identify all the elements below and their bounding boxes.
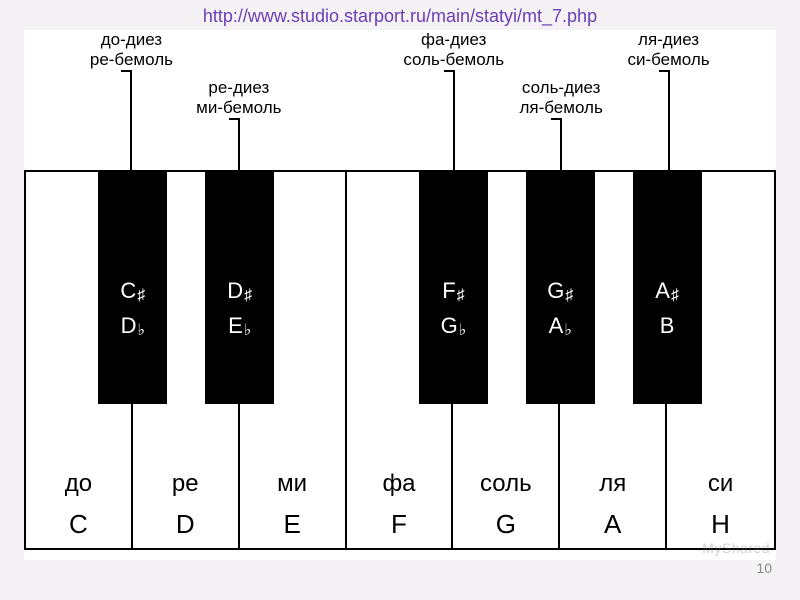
- black-key-annotation: ля-диезси-бемоль: [627, 30, 709, 69]
- black-key: A♯ B: [633, 172, 702, 404]
- white-key-label-en: G: [453, 509, 558, 540]
- sharp-icon: ♯: [565, 285, 573, 307]
- black-key-labels: A♯ B: [633, 272, 702, 346]
- annotation-stem: [560, 118, 562, 170]
- annotation-stem: [453, 70, 455, 170]
- black-key: G♯ A♭: [526, 172, 595, 404]
- black-key-flat-label: D♭: [98, 311, 167, 342]
- sharp-icon: ♯: [671, 285, 679, 307]
- black-key: C♯ D♭: [98, 172, 167, 404]
- annotation-line: ля-диез: [627, 30, 709, 50]
- page-number: 10: [756, 560, 772, 576]
- white-key-label-en: E: [240, 509, 345, 540]
- source-url: http://www.studio.starport.ru/main/staty…: [0, 6, 800, 27]
- annotation-tick: [551, 118, 561, 120]
- annotation-tick: [121, 70, 131, 72]
- black-key-flat-label: B: [633, 311, 702, 342]
- annotation-tick: [229, 118, 239, 120]
- annotation-line: соль-диез: [519, 78, 602, 98]
- flat-icon: ♭: [244, 320, 252, 342]
- black-key-labels: D♯ E♭: [205, 272, 274, 347]
- black-key-sharp-label: F♯: [419, 276, 488, 307]
- white-key-label-ru: си: [667, 470, 774, 498]
- white-key-label-en: C: [26, 509, 131, 540]
- annotation-line: ми-бемоль: [196, 98, 281, 118]
- flat-icon: ♭: [564, 320, 572, 342]
- sharp-icon: ♯: [457, 285, 465, 307]
- annotation-stem: [238, 118, 240, 170]
- page: http://www.studio.starport.ru/main/staty…: [0, 0, 800, 600]
- white-key-label-ru: ля: [560, 470, 665, 498]
- black-key-annotation: ре-диезми-бемоль: [196, 78, 281, 117]
- annotation-line: соль-бемоль: [403, 50, 504, 70]
- annotation-line: ре-диез: [196, 78, 281, 98]
- black-key-annotation: до-диезре-бемоль: [90, 30, 173, 69]
- annotation-line: си-бемоль: [627, 50, 709, 70]
- white-key-label-ru: ми: [240, 470, 345, 498]
- annotation-line: ре-бемоль: [90, 50, 173, 70]
- white-key-label-en: D: [133, 509, 238, 540]
- annotation-line: до-диез: [90, 30, 173, 50]
- white-key-label-ru: соль: [453, 470, 558, 498]
- black-key-sharp-label: D♯: [205, 276, 274, 307]
- annotation-tick: [444, 70, 454, 72]
- sharp-icon: ♯: [137, 285, 145, 307]
- watermark: MyShared: [702, 540, 770, 556]
- black-key-labels: G♯ A♭: [526, 272, 595, 347]
- white-key-label-en: A: [560, 509, 665, 540]
- piano-diagram: до Cре Dми Eфа Fсоль Gля Aси H C♯ D♭ D♯ E♭ F♯ G♭ G♯ A♭ A…: [24, 30, 776, 560]
- black-key-annotation: соль-диезля-бемоль: [519, 78, 602, 117]
- black-key-sharp-label: G♯: [526, 276, 595, 307]
- white-key-label-en: F: [347, 509, 452, 540]
- flat-icon: ♭: [138, 320, 146, 342]
- black-key-annotation: фа-диезсоль-бемоль: [403, 30, 504, 69]
- black-key-flat-label: A♭: [526, 311, 595, 342]
- black-key: D♯ E♭: [205, 172, 274, 404]
- annotation-stem: [668, 70, 670, 170]
- white-key-label-ru: до: [26, 470, 131, 498]
- black-key-labels: F♯ G♭: [419, 272, 488, 347]
- black-key-sharp-label: C♯: [98, 276, 167, 307]
- annotation-stem: [130, 70, 132, 170]
- black-key: F♯ G♭: [419, 172, 488, 404]
- keyboard: до Cре Dми Eфа Fсоль Gля Aси H C♯ D♭ D♯ E♭ F♯ G♭ G♯ A♭ A…: [24, 170, 776, 550]
- black-key-flat-label: E♭: [205, 311, 274, 342]
- white-key-label-ru: ре: [133, 470, 238, 498]
- black-key-sharp-label: A♯: [633, 276, 702, 307]
- black-key-labels: C♯ D♭: [98, 272, 167, 347]
- white-key-label-ru: фа: [347, 470, 452, 498]
- annotation-line: ля-бемоль: [519, 98, 602, 118]
- black-key-flat-label: G♭: [419, 311, 488, 342]
- annotation-line: фа-диез: [403, 30, 504, 50]
- flat-icon: ♭: [459, 320, 467, 342]
- annotation-tick: [659, 70, 669, 72]
- sharp-icon: ♯: [244, 285, 252, 307]
- white-key-label-en: H: [667, 509, 774, 540]
